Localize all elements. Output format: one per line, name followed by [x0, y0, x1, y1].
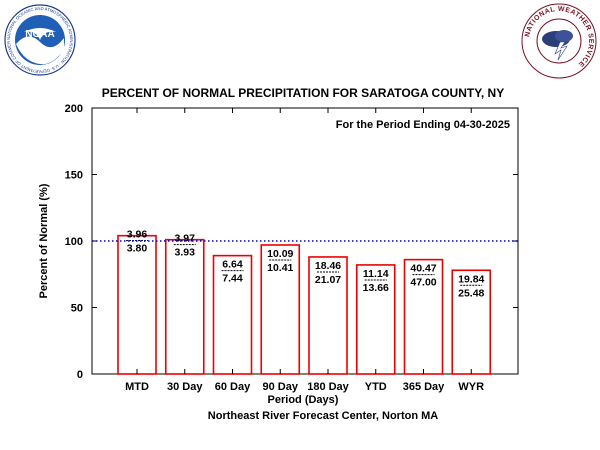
credit-line: Northeast River Forecast Center, Norton … — [208, 410, 438, 422]
observed-label-0: 3.96 — [127, 229, 148, 241]
noaa-logo-text: NOAA — [25, 29, 54, 40]
bar-1 — [164, 238, 205, 375]
bar-7 — [451, 269, 492, 375]
normal-label-7: 25.48 — [458, 287, 484, 299]
y-tick-label-4: 200 — [65, 103, 83, 115]
normal-label-1: 3.93 — [175, 247, 196, 259]
x-tick-label-4: 180 Day — [307, 381, 349, 393]
nws-logo-icon: NATIONAL WEATHER SERVICE — [521, 3, 597, 79]
x-axis-label: Period (Days) — [268, 394, 339, 406]
x-tick-label-1: 30 Day — [167, 381, 203, 393]
normal-label-2: 7.44 — [222, 273, 243, 285]
observed-label-3: 10.09 — [267, 248, 293, 260]
normal-label-4: 21.07 — [315, 274, 341, 286]
x-tick-label-0: MTD — [125, 381, 149, 393]
y-tick-label-3: 150 — [65, 170, 83, 182]
observed-label-6: 40.47 — [410, 263, 436, 275]
period-annotation: For the Period Ending 04-30-2025 — [336, 119, 510, 131]
normal-label-5: 13.66 — [363, 282, 389, 294]
normal-label-3: 10.41 — [267, 262, 293, 274]
y-tick-label-1: 50 — [71, 303, 83, 315]
observed-label-5: 11.14 — [363, 268, 389, 280]
y-tick-label-2: 100 — [65, 236, 83, 248]
bar-series: 3.96 3.80 3.97 3.93 6.64 7.44 10.09 10.41 18.46 2… — [92, 229, 518, 375]
observed-label-7: 19.84 — [458, 273, 484, 285]
y-tick-label-0: 0 — [77, 369, 83, 381]
x-tick-label-7: WYR — [458, 381, 484, 393]
y-axis-label: Percent of Normal (%) — [38, 183, 50, 298]
observed-label-1: 3.97 — [175, 233, 196, 245]
normal-label-6: 47.00 — [410, 277, 436, 289]
x-tick-label-6: 365 Day — [403, 381, 445, 393]
x-tick-label-3: 90 Day — [263, 381, 299, 393]
chart-title: PERCENT OF NORMAL PRECIPITATION FOR SARA… — [102, 86, 504, 100]
observed-label-2: 6.64 — [222, 259, 243, 271]
y-axis: 0 50 100 150 200 — [65, 103, 518, 381]
x-axis: MTD 30 Day 60 Day 90 Day 180 Day YTD 365 Day WY… — [125, 108, 484, 393]
observed-label-4: 18.46 — [315, 260, 341, 272]
x-tick-label-5: YTD — [365, 381, 387, 393]
noaa-logo-icon: NOAA NATIONAL OCEANIC AND ATMOSPHERIC AD… — [4, 4, 76, 76]
normal-label-0: 3.80 — [127, 243, 148, 255]
x-tick-label-2: 60 Day — [215, 381, 251, 393]
bar-0 — [117, 234, 157, 375]
